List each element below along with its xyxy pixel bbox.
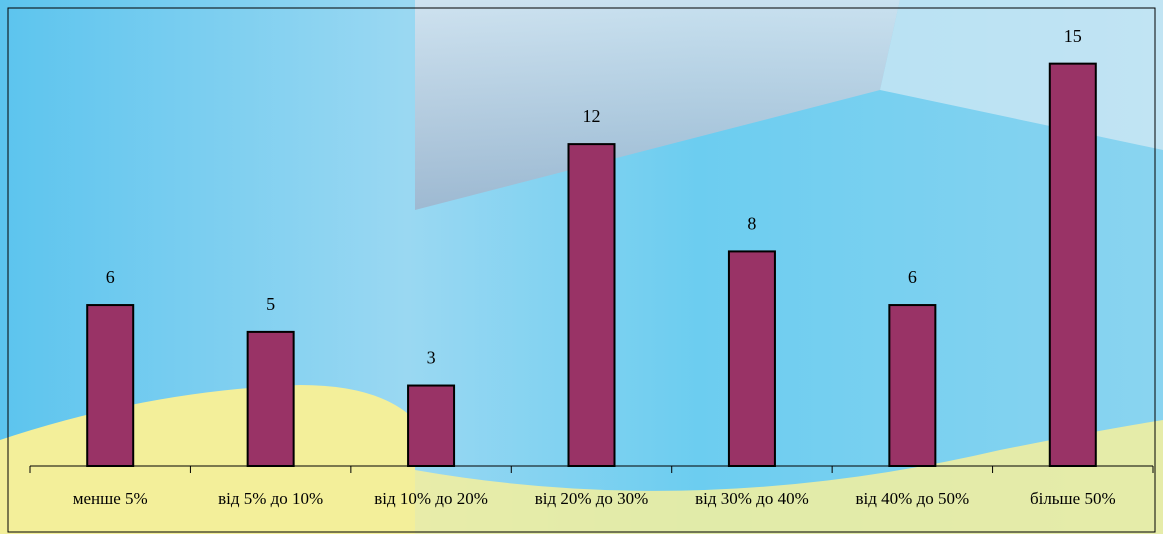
data-label: 6 (908, 267, 917, 287)
x-tick-label: менше 5% (73, 489, 148, 508)
x-tick-label: від 10% до 20% (374, 489, 488, 508)
data-label: 3 (427, 348, 436, 368)
bar (407, 384, 456, 468)
bar (246, 330, 295, 467)
data-label: 6 (106, 267, 115, 287)
data-label: 5 (266, 294, 275, 314)
data-label: 12 (583, 106, 601, 126)
bar (727, 250, 776, 467)
bar (888, 304, 937, 468)
bar (567, 143, 616, 467)
x-tick-label: від 20% до 30% (535, 489, 649, 508)
x-tick-label: від 30% до 40% (695, 489, 809, 508)
data-label: 8 (747, 214, 756, 234)
bar (86, 304, 135, 468)
x-tick-label: більше 50% (1030, 489, 1116, 508)
x-tick-label: від 5% до 10% (218, 489, 323, 508)
bar (1048, 62, 1097, 467)
x-tick-label: від 40% до 50% (856, 489, 970, 508)
data-label: 15 (1064, 26, 1082, 46)
